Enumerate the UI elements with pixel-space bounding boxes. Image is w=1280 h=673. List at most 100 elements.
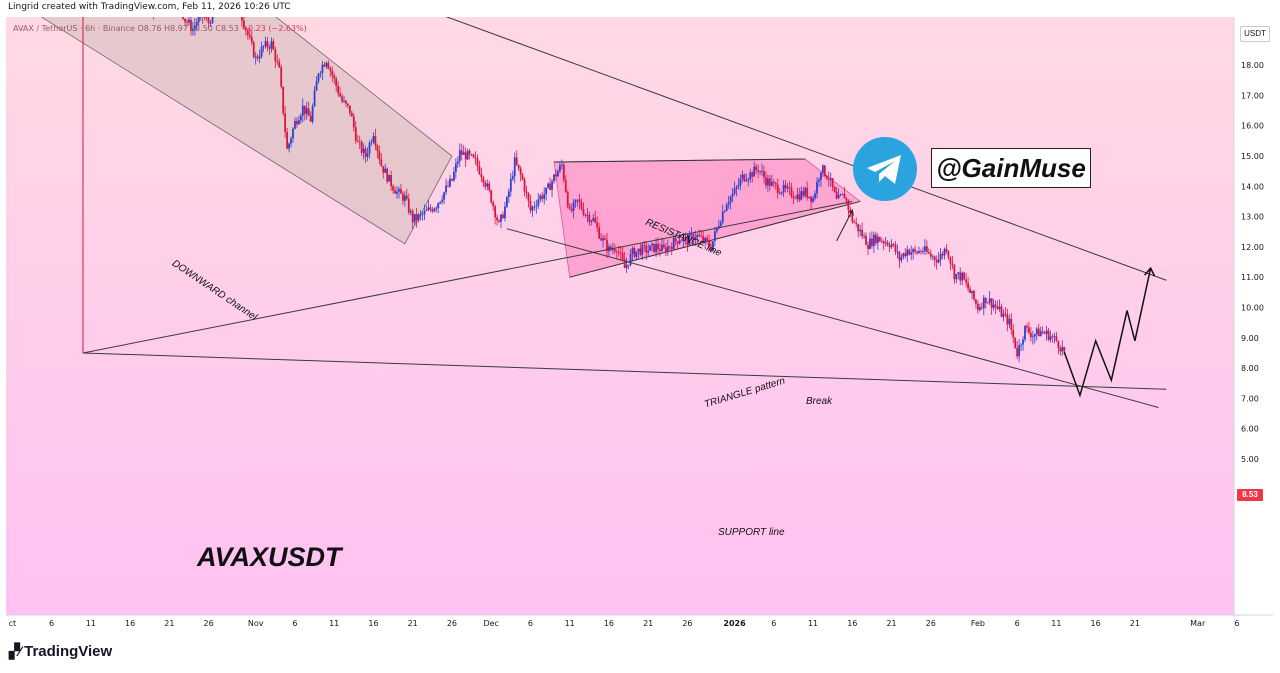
candle-body [927, 252, 930, 254]
candle-body [558, 165, 561, 172]
tradingview-brand[interactable]: ▞⁄ TradingView [9, 643, 112, 660]
candle-body [990, 298, 993, 308]
candle-body [509, 178, 512, 192]
candle-body [853, 221, 856, 223]
candle-body [784, 184, 787, 189]
candle-body [641, 244, 644, 255]
candle-body [886, 242, 889, 246]
candle-body [843, 193, 846, 199]
candle-body [794, 198, 797, 199]
candle-body [757, 169, 759, 172]
candle-body [1010, 318, 1013, 330]
candle-body [246, 30, 249, 35]
candle-body [394, 190, 396, 194]
candle-body [423, 210, 426, 215]
candle-body [949, 257, 952, 264]
candle-body [957, 272, 960, 275]
candle-body [555, 174, 557, 177]
candle-body [661, 244, 663, 251]
x-tick-label: 21 [643, 619, 653, 628]
candle-body [1055, 336, 1058, 342]
candle-body [1041, 331, 1044, 333]
candle-body [1033, 334, 1036, 337]
candle-body [627, 264, 630, 266]
candle-body [431, 209, 434, 212]
candle-body [282, 86, 285, 114]
chart-area[interactable]: 23.0022.0021.0020.0019.0018.0017.0016.00… [6, 17, 1273, 632]
candle-body [400, 189, 402, 194]
candle-body [290, 138, 292, 144]
x-tick-label: 6 [1234, 619, 1239, 628]
candle-body [894, 244, 897, 253]
price-unit-label[interactable]: USDT [1240, 26, 1270, 42]
candle-body [197, 17, 200, 23]
candle-body [566, 191, 569, 207]
candle-body [945, 248, 948, 252]
candle-body [378, 151, 381, 160]
candle-body [598, 227, 601, 239]
candle-body [839, 194, 842, 196]
candle-body [790, 187, 793, 197]
ohlc-high: H8.97 [164, 24, 188, 33]
x-tick-label: 26 [447, 619, 457, 628]
candle-body [341, 96, 343, 102]
candle-body [407, 198, 410, 213]
candle-body [533, 206, 536, 208]
x-tick-label: 26 [926, 619, 936, 628]
candle-body [211, 17, 214, 23]
candle-body [319, 72, 322, 74]
candle-body [686, 236, 689, 246]
candle-body [1020, 344, 1022, 346]
candle-body [296, 120, 298, 125]
candle-body [582, 209, 585, 215]
candle-body [747, 179, 750, 181]
candle-body [792, 196, 795, 199]
price-axis-background [1234, 17, 1273, 615]
candle-body [553, 174, 555, 182]
candle-body [825, 176, 828, 179]
triangle-upper-line [553, 158, 806, 163]
candle-body [910, 252, 913, 255]
candle-body [643, 244, 646, 246]
candle-body [951, 263, 954, 266]
candle-body [415, 214, 418, 221]
candle-body [631, 248, 634, 254]
candle-body [998, 306, 1001, 309]
x-tick-label: 16 [125, 619, 135, 628]
candle-body [800, 191, 803, 200]
candle-body [1043, 332, 1046, 334]
candle-body [664, 247, 667, 253]
candle-body [484, 182, 487, 187]
x-tick-label: 16 [604, 619, 614, 628]
candle-body [372, 136, 375, 143]
candle-body [653, 243, 655, 252]
candle-body [739, 178, 742, 186]
candle-body [741, 174, 744, 179]
candle-body [360, 141, 363, 153]
candle-body [557, 171, 559, 177]
candle-body [417, 214, 420, 221]
candle-body [470, 154, 473, 156]
candle-body [335, 78, 338, 86]
candle-body [358, 141, 361, 143]
price-chart[interactable]: 23.0022.0021.0020.0019.0018.0017.0016.00… [6, 17, 1273, 632]
candle-body [806, 187, 809, 198]
candle-body [849, 209, 852, 212]
candle-body [988, 298, 991, 303]
candle-body [682, 237, 685, 241]
candle-body [635, 251, 638, 257]
candle-body [696, 234, 699, 238]
candle-body [706, 238, 708, 242]
downward_channel-shape [40, 17, 453, 245]
candle-body [390, 174, 393, 187]
candle-body [354, 127, 357, 141]
candle-body [203, 17, 206, 18]
candle-body [663, 244, 665, 248]
candle-body [649, 245, 652, 251]
x-tick-label: Nov [248, 619, 264, 628]
projection-arrow-head [1144, 266, 1156, 277]
candle-body [1061, 346, 1064, 352]
candle-body [986, 302, 989, 304]
candle-body [798, 194, 801, 200]
symbol-info: AVAX / TetherUS · 6h · Binance O8.76 H8.… [13, 24, 307, 33]
